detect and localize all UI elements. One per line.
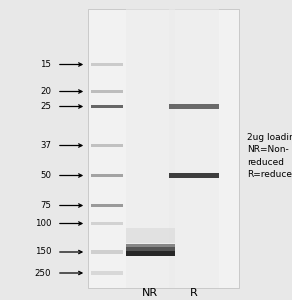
Text: 37: 37 [40, 141, 51, 150]
Bar [91, 62, 123, 66]
Bar [126, 244, 175, 247]
Text: R: R [190, 287, 198, 298]
Text: 25: 25 [40, 102, 51, 111]
Bar [91, 221, 123, 226]
Bar [91, 89, 123, 93]
Text: 50: 50 [40, 171, 51, 180]
Bar [169, 104, 219, 109]
Bar [91, 104, 123, 108]
Bar [91, 203, 123, 208]
Text: 100: 100 [34, 219, 51, 228]
Bar [126, 228, 175, 243]
Text: 150: 150 [34, 248, 51, 256]
Bar [91, 173, 123, 177]
Bar [91, 271, 123, 275]
Text: 250: 250 [34, 268, 51, 278]
Bar [126, 251, 175, 256]
Text: 15: 15 [40, 60, 51, 69]
Bar [91, 143, 123, 147]
Bar [126, 9, 175, 288]
Bar [169, 173, 219, 178]
Text: 20: 20 [40, 87, 51, 96]
Text: NR: NR [142, 287, 159, 298]
Bar [169, 9, 219, 288]
Bar [126, 247, 175, 251]
Bar [91, 250, 123, 254]
Text: 75: 75 [40, 201, 51, 210]
Text: 2ug loading
NR=Non-
reduced
R=reduced: 2ug loading NR=Non- reduced R=reduced [247, 133, 292, 179]
Bar [88, 9, 239, 288]
